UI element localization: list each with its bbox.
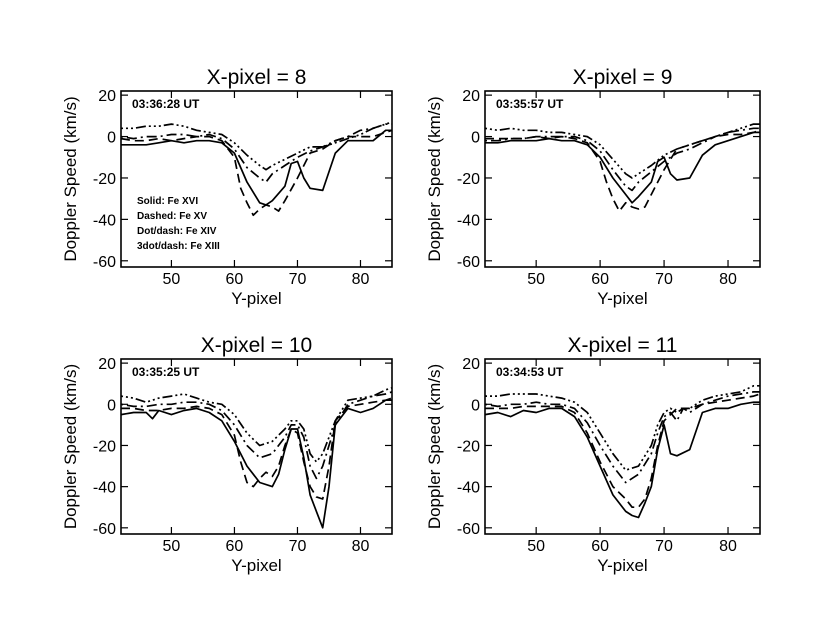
legend-entry: Dashed: Fe XV (137, 211, 207, 222)
series-line-dotdash (484, 391, 760, 484)
series-line-dashed (485, 393, 761, 509)
panel-title: X-pixel = 11 (568, 334, 678, 357)
x-tick-label: 80 (719, 271, 737, 288)
x-tick-label: 60 (591, 538, 609, 555)
x-axis-label: Y-pixel (597, 556, 647, 575)
x-tick-label: 70 (655, 271, 673, 288)
x-tick-label: 80 (352, 538, 370, 555)
series-line-3dotdash (485, 384, 760, 472)
series-line-dotdash (120, 391, 393, 480)
series-line-3dotdash (121, 121, 393, 171)
x-tick-label: 70 (289, 271, 307, 288)
x-tick-label: 50 (527, 271, 545, 288)
timestamp: 03:34:53 UT (496, 365, 564, 379)
y-tick-label: -60 (93, 254, 116, 271)
series-line-dotdash (120, 123, 392, 183)
plot-frame (120, 358, 393, 535)
y-tick-label: -20 (93, 438, 116, 455)
series-line-dashed (121, 397, 393, 500)
plot-frame (484, 358, 761, 535)
x-tick-label: 50 (163, 538, 181, 555)
x-axis-label: Y-pixel (597, 289, 647, 308)
legend-entry: Solid: Fe XVI (137, 196, 198, 207)
x-tick-label: 80 (719, 538, 737, 555)
x-tick-label: 50 (163, 271, 181, 288)
y-tick-label: 0 (471, 397, 480, 414)
y-tick-label: -40 (457, 480, 480, 497)
y-tick-label: 20 (462, 88, 480, 105)
panel-4: X-pixel = 11 50 60 70 80 20 0 -20 -40 -60 Y-pixel D… (425, 334, 761, 575)
x-tick-label: 60 (591, 271, 609, 288)
x-tick-label: 60 (226, 271, 244, 288)
y-axis-label: Doppler Speed (km/s) (425, 364, 444, 529)
timestamp: 03:36:28 UT (132, 97, 200, 111)
panel-2: X-pixel = 9 50 60 70 80 20 0 -20 -40 -60 Y-pixel Do… (425, 66, 761, 308)
y-tick-label: -60 (457, 521, 480, 538)
series-line-solid (120, 399, 392, 529)
plot-frame (120, 90, 393, 268)
x-tick-label: 70 (655, 538, 673, 555)
legend-entry: Dot/dash: Fe XIV (137, 226, 217, 237)
series-line-solid (484, 401, 760, 519)
timestamp: 03:35:25 UT (132, 365, 200, 379)
panel-1: X-pixel = 8 50 60 70 80 20 0 -20 -40 -60 Y-pixel Do… (61, 66, 393, 308)
panel-title: X-pixel = 8 (207, 66, 307, 89)
y-tick-label: -40 (93, 480, 116, 497)
legend-entry: 3dot/dash: Fe XIII (137, 241, 220, 252)
y-tick-label: -60 (93, 521, 116, 538)
y-tick-label: 20 (98, 356, 116, 373)
timestamp: 03:35:57 UT (496, 97, 564, 111)
series-line-3dotdash (484, 123, 760, 179)
x-axis-label: Y-pixel (231, 289, 281, 308)
y-tick-label: -60 (457, 254, 480, 271)
y-tick-label: 20 (98, 88, 116, 105)
plot-frame (484, 90, 761, 268)
series-line-3dotdash (120, 386, 393, 463)
y-tick-label: 0 (107, 130, 116, 147)
x-tick-label: 60 (226, 538, 244, 555)
y-tick-label: 0 (107, 397, 116, 414)
y-axis-label: Doppler Speed (km/s) (425, 96, 444, 261)
y-tick-label: -20 (457, 171, 480, 188)
y-tick-label: 20 (462, 356, 480, 373)
series-line-solid (485, 131, 760, 204)
series-line-dashed (485, 129, 761, 212)
y-tick-label: -20 (93, 171, 116, 188)
y-tick-label: 0 (471, 130, 480, 147)
y-axis-label: Doppler Speed (km/s) (61, 364, 80, 529)
x-tick-label: 80 (352, 271, 370, 288)
y-axis-label: Doppler Speed (km/s) (61, 96, 80, 261)
y-tick-label: -40 (457, 212, 480, 229)
y-tick-label: -40 (93, 212, 116, 229)
x-tick-label: 50 (527, 538, 545, 555)
panel-title: X-pixel = 9 (573, 66, 673, 89)
panel-title: X-pixel = 10 (201, 334, 312, 357)
x-tick-label: 70 (289, 538, 307, 555)
y-tick-label: -20 (457, 438, 480, 455)
x-axis-label: Y-pixel (231, 556, 281, 575)
series-line-dotdash (485, 127, 760, 192)
series-line-solid (121, 129, 392, 206)
panel-3: X-pixel = 10 50 60 70 80 20 0 -20 -40 -60 Y-pixel D… (61, 334, 393, 575)
